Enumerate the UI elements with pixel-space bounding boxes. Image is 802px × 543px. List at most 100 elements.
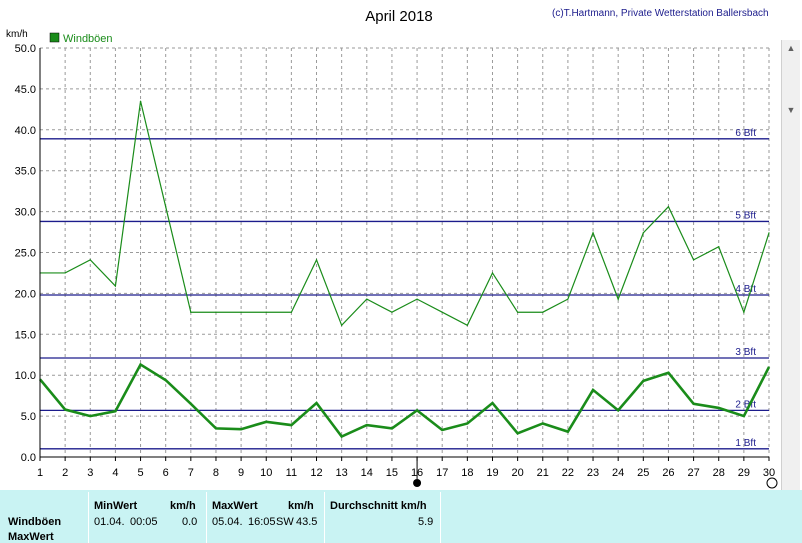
y-tick-label: 25.0 xyxy=(15,248,36,260)
min-header: MinWert xyxy=(94,500,138,512)
data-point xyxy=(692,403,695,405)
x-tick-label: 5 xyxy=(137,467,143,479)
data-point xyxy=(567,298,569,300)
data-point xyxy=(64,272,66,274)
data-point xyxy=(89,259,91,261)
max-direction: SW xyxy=(276,516,294,528)
x-tick-label: 29 xyxy=(738,467,750,479)
x-tick-label: 15 xyxy=(386,467,398,479)
data-point xyxy=(466,324,468,326)
y-tick-label: 20.0 xyxy=(15,288,36,300)
x-tick-label: 8 xyxy=(213,467,219,479)
data-point xyxy=(592,389,594,391)
max-date: 05.04. xyxy=(212,516,243,528)
data-point xyxy=(743,415,745,417)
data-point xyxy=(391,311,393,313)
max-value: 43.5 xyxy=(296,516,318,528)
current-day-marker xyxy=(413,479,422,487)
x-tick-label: 28 xyxy=(713,467,725,479)
row-label-maxwert: MaxWert xyxy=(8,531,54,543)
data-point xyxy=(517,311,519,313)
data-point xyxy=(190,403,192,405)
data-point xyxy=(491,402,494,404)
avg-header: Durchschnitt km/h xyxy=(330,500,427,512)
data-point xyxy=(391,427,393,429)
beaufort-label: 1 Bft xyxy=(735,438,756,449)
y-tick-label: 35.0 xyxy=(15,166,36,178)
chart-axes: 0.0 5.0 10.0 15.0 20.0 25.0 30.0 35.0 40.0 45.0 50… xyxy=(15,43,778,489)
data-point xyxy=(290,311,292,313)
max-unit: km/h xyxy=(288,500,314,512)
data-point xyxy=(642,380,644,382)
beaufort-label: 5 Bft xyxy=(735,210,756,221)
x-tick-label: 9 xyxy=(238,467,244,479)
x-tick-label: 17 xyxy=(436,467,448,479)
data-point xyxy=(592,232,594,234)
x-tick-label: 26 xyxy=(662,467,674,479)
end-day-marker xyxy=(766,477,778,489)
vertical-scrollbar[interactable]: ▲ ▼ xyxy=(781,40,800,490)
x-tick-label: 6 xyxy=(163,467,169,479)
data-point xyxy=(567,431,569,433)
x-tick-label: 13 xyxy=(336,467,348,479)
chart-credit: (c)T.Hartmann, Private Wetterstation Bal… xyxy=(552,8,769,19)
x-tick-label: 18 xyxy=(461,467,473,479)
data-point xyxy=(215,311,217,313)
statistics-panel: Windböen MaxWert MinWert km/h 01.04. 00:… xyxy=(0,490,802,543)
chart-grid xyxy=(40,47,770,457)
panel-divider xyxy=(324,492,325,543)
data-point xyxy=(315,402,318,404)
avg-value: 5.9 xyxy=(418,516,434,528)
chart-series xyxy=(38,100,771,439)
beaufort-label: 3 Bft xyxy=(735,347,756,358)
x-tick-label: 24 xyxy=(612,467,624,479)
x-tick-label: 12 xyxy=(310,467,322,479)
data-point xyxy=(89,415,91,417)
data-point xyxy=(64,408,66,411)
beaufort-label: 4 Bft xyxy=(735,284,756,295)
data-point xyxy=(240,428,242,430)
data-point xyxy=(491,272,494,274)
data-point xyxy=(642,232,644,234)
row-label-windboeen: Windböen xyxy=(8,516,62,528)
scroll-up-icon[interactable]: ▲ xyxy=(782,40,800,57)
data-point xyxy=(165,379,167,381)
min-unit: km/h xyxy=(170,500,196,512)
scroll-down-icon[interactable]: ▼ xyxy=(782,102,800,119)
beaufort-lines: 1 Bft 2 Bft 3 Bft 4 Bft 5 Bft 6 Bft xyxy=(40,128,769,450)
data-point xyxy=(416,409,418,411)
panel-divider xyxy=(206,492,207,543)
x-tick-label: 19 xyxy=(486,467,498,479)
data-point xyxy=(190,311,192,313)
data-point xyxy=(743,311,745,313)
x-tick-label: 14 xyxy=(361,467,373,479)
data-point xyxy=(517,432,519,434)
data-point xyxy=(617,409,619,411)
data-point xyxy=(265,311,267,313)
data-point xyxy=(768,232,770,234)
data-point xyxy=(139,363,142,366)
x-tick-label: 25 xyxy=(637,467,649,479)
y-tick-label: 0.0 xyxy=(21,452,36,464)
data-point xyxy=(139,100,142,102)
y-axis-label: km/h xyxy=(6,29,28,40)
legend-swatch xyxy=(49,32,60,43)
x-tick-label: 2 xyxy=(62,467,68,479)
y-tick-label: 50.0 xyxy=(15,43,36,55)
y-tick-label: 5.0 xyxy=(21,411,36,423)
data-point xyxy=(718,246,720,248)
data-point xyxy=(114,285,117,287)
x-tick-label: 21 xyxy=(537,467,549,479)
data-point xyxy=(290,424,292,426)
x-tick-label: 4 xyxy=(112,467,118,479)
y-tick-label: 45.0 xyxy=(15,84,36,96)
data-point xyxy=(667,206,670,208)
x-tick-label: 22 xyxy=(562,467,574,479)
min-date: 01.04. xyxy=(94,516,125,528)
wind-chart: 1 Bft 2 Bft 3 Bft 4 Bft 5 Bft 6 Bft 0.0 5.0 10.… xyxy=(6,8,778,489)
x-tick-label: 27 xyxy=(687,467,699,479)
x-tick-label: 30 xyxy=(763,467,775,479)
beaufort-label: 6 Bft xyxy=(735,128,756,139)
data-point xyxy=(441,311,443,313)
data-point xyxy=(692,259,695,261)
